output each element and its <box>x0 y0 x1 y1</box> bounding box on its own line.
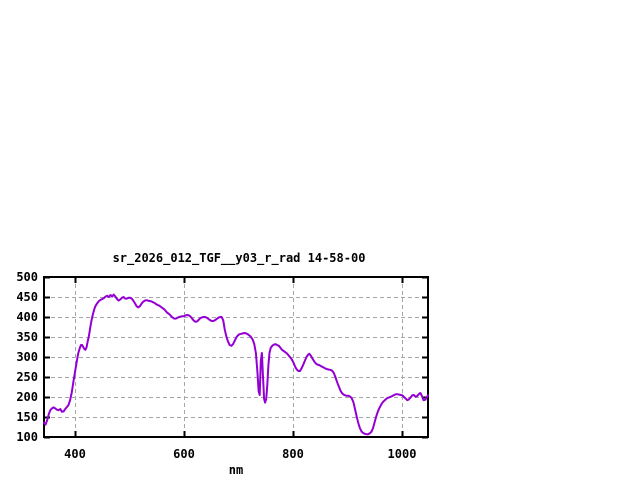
tick-labels: 400 600 800 1000 100 150 200 250 300 350 400 450 500 <box>16 270 416 461</box>
x-tick-label: 800 <box>282 447 304 461</box>
x-axis-label: nm <box>229 463 243 477</box>
y-tick-label: 200 <box>16 390 38 404</box>
plot-border <box>43 276 429 438</box>
y-tick-label: 300 <box>16 350 38 364</box>
y-tick-label: 250 <box>16 370 38 384</box>
y-tick-label: 450 <box>16 290 38 304</box>
y-tick-label: 500 <box>16 270 38 284</box>
grid-lines <box>44 277 428 437</box>
x-tick-label: 600 <box>173 447 195 461</box>
chart-title: sr_2026_012_TGF__y03_r_rad 14-58-00 <box>113 251 366 266</box>
y-tick-label: 400 <box>16 310 38 324</box>
y-tick-label: 350 <box>16 330 38 344</box>
y-tick-label: 150 <box>16 410 38 424</box>
x-tick-label: 1000 <box>388 447 417 461</box>
spectrum-line <box>43 293 429 436</box>
x-tick-label: 400 <box>64 447 86 461</box>
y-tick-label: 100 <box>16 430 38 444</box>
